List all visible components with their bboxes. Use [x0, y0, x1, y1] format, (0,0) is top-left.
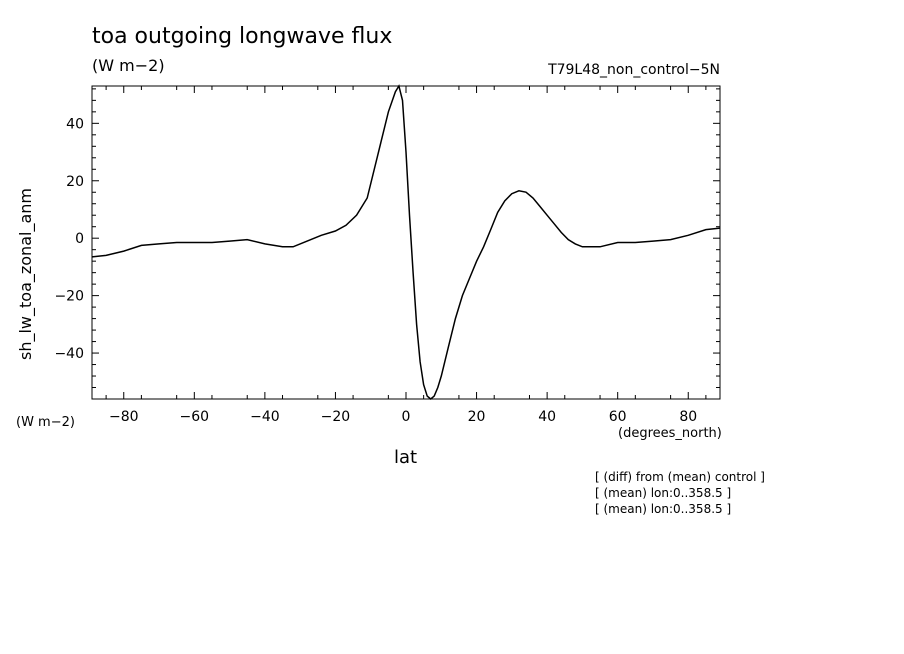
x-tick-label: −40	[250, 409, 280, 425]
x-tick-label: 0	[402, 409, 411, 425]
x-tick-label: 80	[679, 409, 697, 425]
axis-ticks	[92, 86, 720, 399]
annotation-mean-lon-2: [ (mean) lon:0..358.5 ]	[595, 502, 732, 516]
x-tick-label: 60	[609, 409, 627, 425]
chart-title: toa outgoing longwave flux	[92, 24, 393, 49]
x-tick-label: 20	[468, 409, 486, 425]
annotation-diff: [ (diff) from (mean) control ]	[595, 470, 765, 484]
x-tick-label: −20	[321, 409, 351, 425]
y-tick-label: −40	[54, 346, 84, 362]
x-tick-label: 40	[538, 409, 556, 425]
y-tick-label: −20	[54, 289, 84, 305]
x-tick-label: −60	[180, 409, 210, 425]
series-line	[91, 84, 721, 400]
y-tick-label: 0	[75, 231, 84, 247]
y-axis-units: (W m−2)	[16, 415, 75, 430]
y-tick-label: 20	[66, 174, 84, 190]
x-tick-label: −80	[109, 409, 139, 425]
experiment-label: T79L48_non_control−5N	[548, 62, 720, 78]
annotation-mean-lon-1: [ (mean) lon:0..358.5 ]	[595, 486, 732, 500]
x-axis-units: (degrees_north)	[618, 426, 722, 441]
x-axis-label: lat	[394, 447, 418, 468]
axis-tick-labels: −80 −60 −40 −20 0 20 40 60 80 −40 −20 0 20 40	[54, 116, 697, 425]
y-tick-label: 40	[66, 116, 84, 132]
chart-subtitle: (W m−2)	[92, 56, 165, 75]
